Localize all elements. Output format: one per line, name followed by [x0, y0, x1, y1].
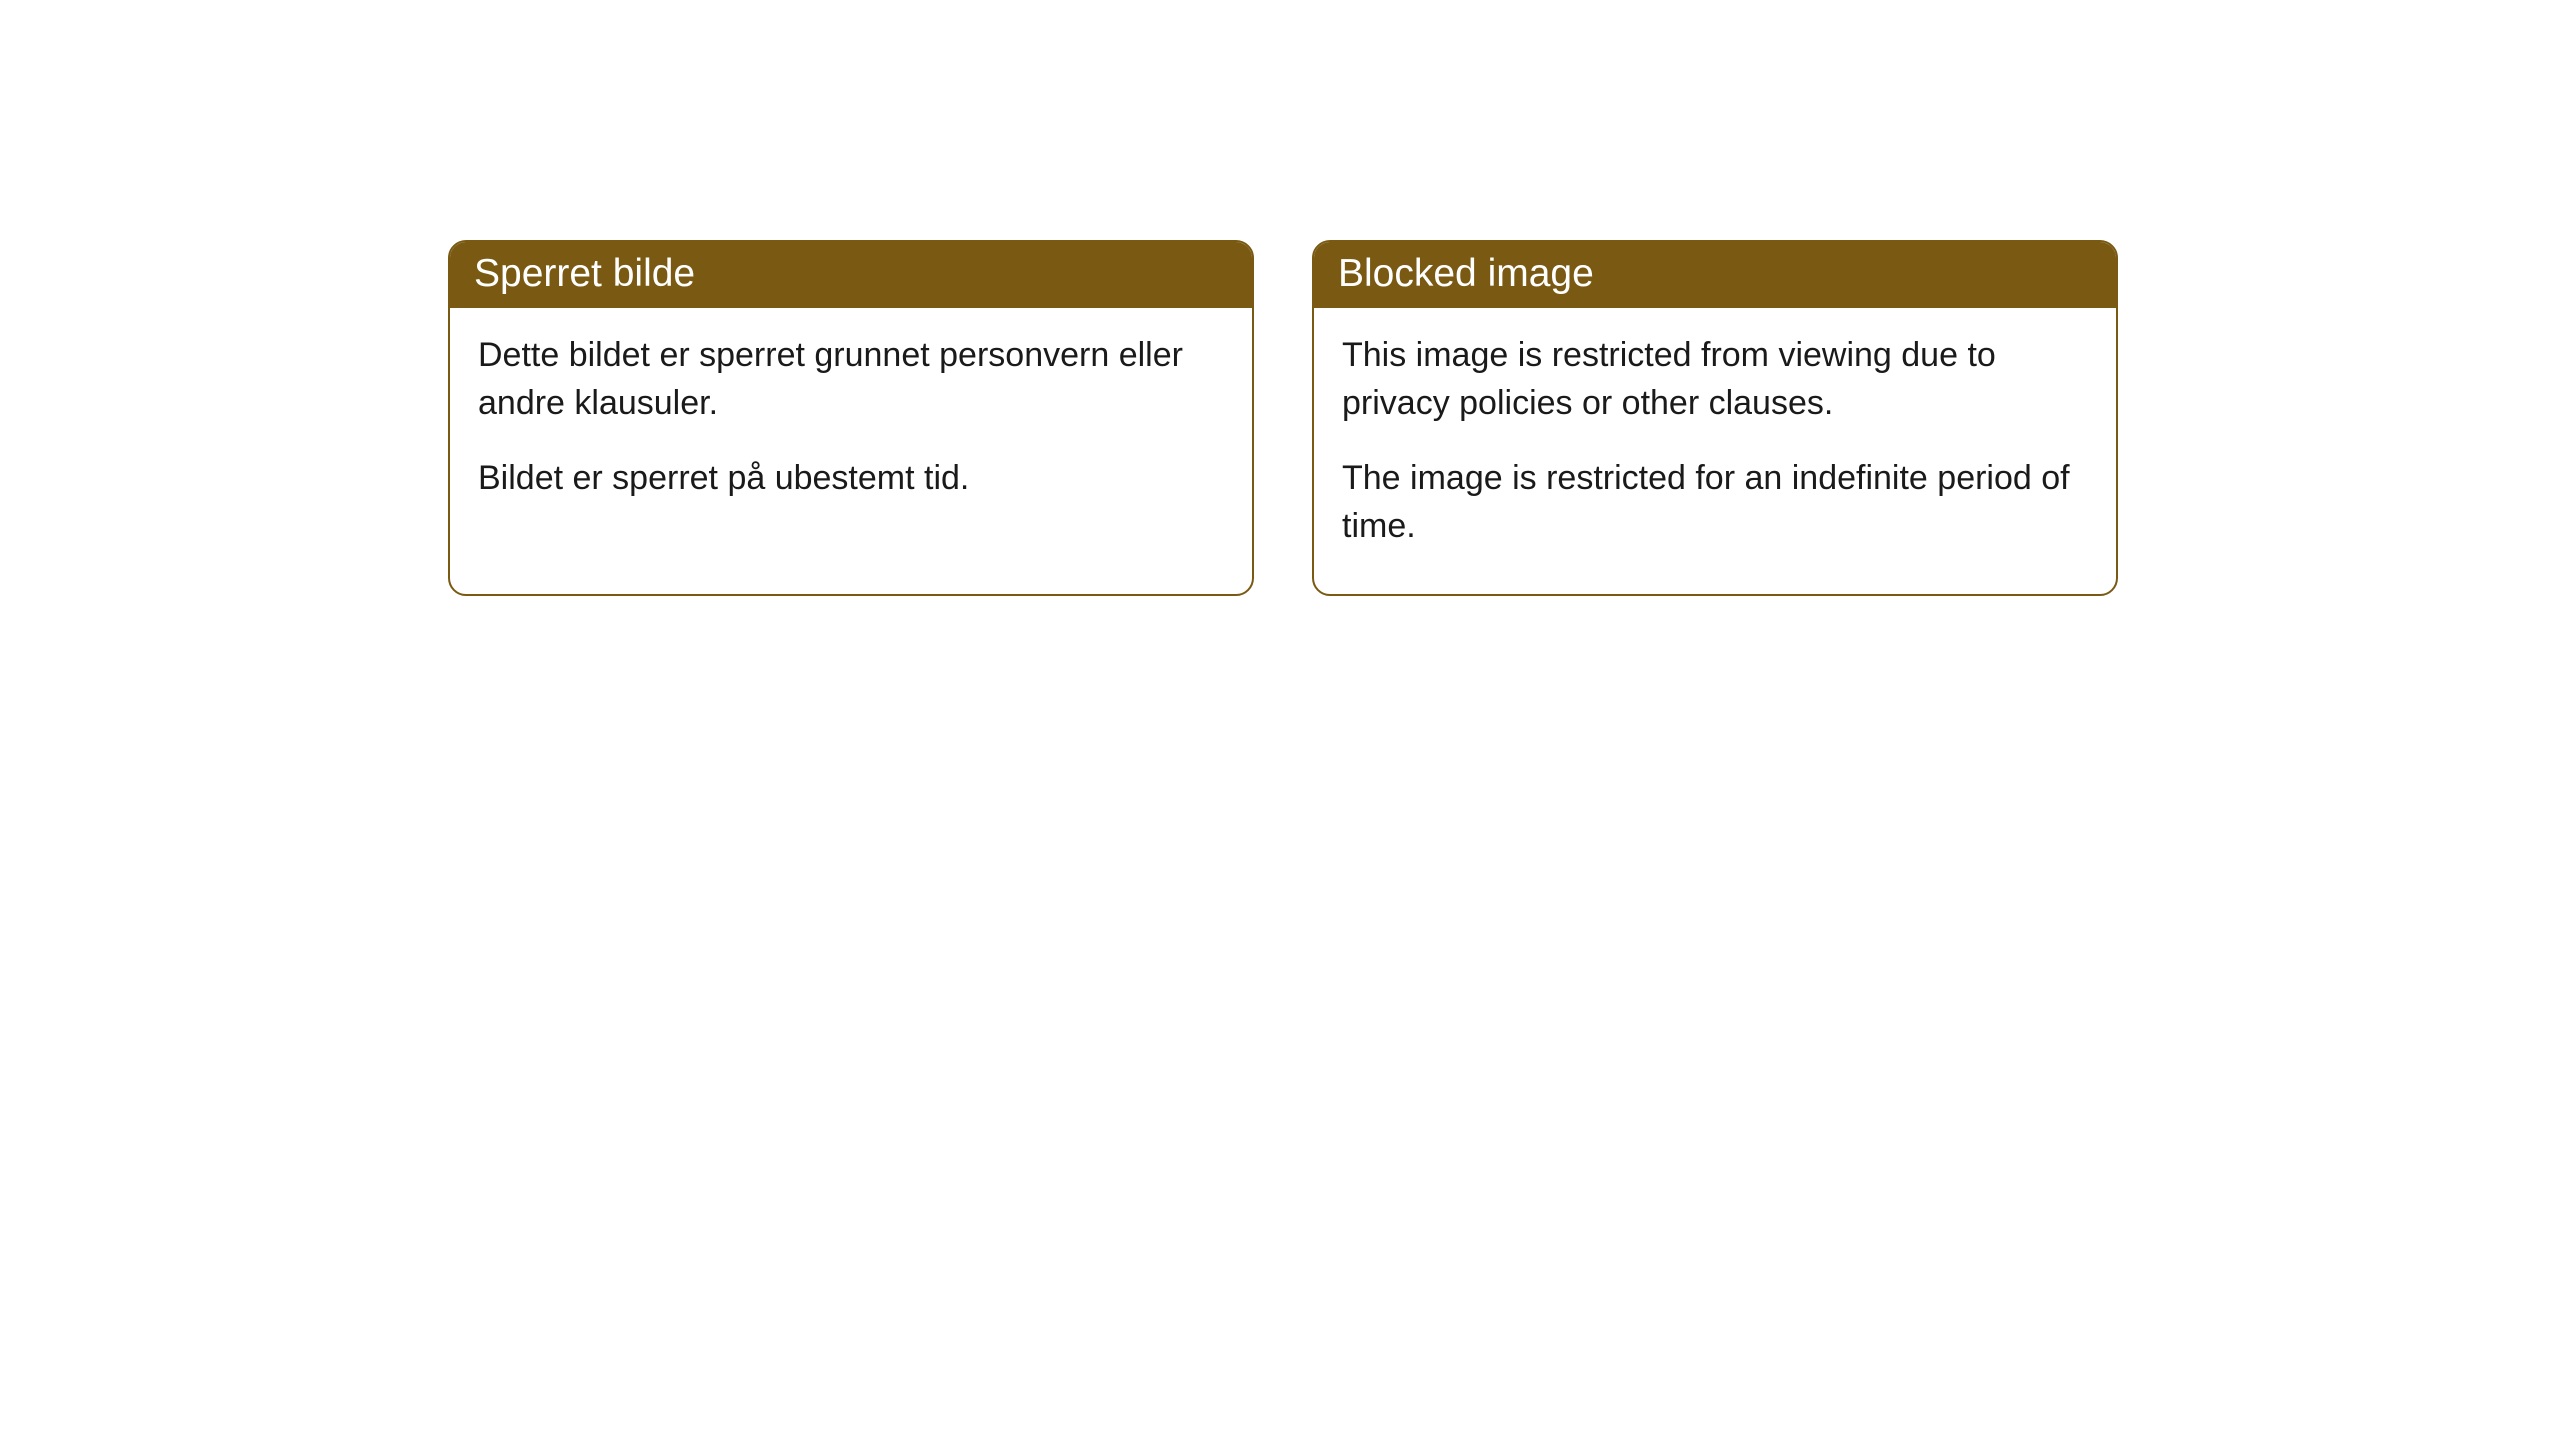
card-paragraph: Bildet er sperret på ubestemt tid. [478, 455, 1224, 503]
card-header: Blocked image [1314, 242, 2116, 308]
card-paragraph: The image is restricted for an indefinit… [1342, 455, 2088, 550]
card-title: Sperret bilde [474, 252, 695, 295]
card-header: Sperret bilde [450, 242, 1252, 308]
card-paragraph: Dette bildet er sperret grunnet personve… [478, 332, 1224, 427]
blocked-image-card-norwegian: Sperret bilde Dette bildet er sperret gr… [448, 240, 1254, 596]
card-paragraph: This image is restricted from viewing du… [1342, 332, 2088, 427]
card-body: Dette bildet er sperret grunnet personve… [450, 308, 1252, 547]
card-title: Blocked image [1338, 252, 1594, 295]
card-body: This image is restricted from viewing du… [1314, 308, 2116, 594]
notice-cards-container: Sperret bilde Dette bildet er sperret gr… [0, 0, 2560, 596]
blocked-image-card-english: Blocked image This image is restricted f… [1312, 240, 2118, 596]
